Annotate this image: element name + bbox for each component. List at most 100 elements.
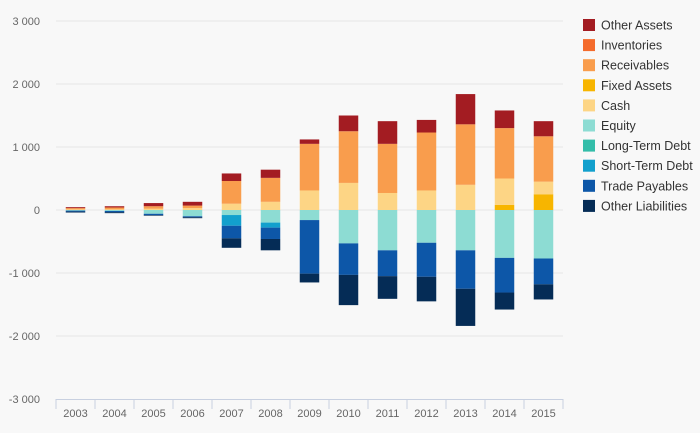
x-tick-label: 2011	[376, 408, 400, 420]
bar-other-assets	[455, 94, 476, 125]
bar-equity	[533, 210, 554, 259]
bar-equity	[65, 210, 86, 211]
bar-other-liabilities	[533, 284, 554, 300]
bar-receivables	[533, 136, 554, 182]
x-tick-label: 2005	[141, 408, 165, 420]
legend-swatch-cash	[583, 99, 595, 112]
x-tick-label: 2009	[297, 408, 321, 420]
legend-label-other-assets: Other Assets	[601, 19, 673, 33]
bar-equity	[338, 210, 359, 244]
bar-fixed-assets	[494, 204, 515, 210]
bar-cash	[104, 209, 125, 210]
y-tick-label: 1 000	[12, 142, 40, 154]
legend-label-cash: Cash	[601, 99, 630, 113]
legend-swatch-long-term-debt	[583, 139, 595, 152]
bar-other-assets	[221, 173, 242, 182]
bar-equity	[455, 210, 476, 251]
y-tick-label: 0	[34, 205, 40, 217]
bar-equity	[416, 210, 437, 243]
legend-label-equity: Equity	[601, 119, 636, 133]
legend-swatch-other-liabilities	[583, 199, 595, 212]
bar-trade-payables	[143, 213, 164, 216]
bar-cash	[416, 190, 437, 210]
bar-other-assets	[182, 201, 203, 206]
x-tick-label: 2004	[102, 408, 126, 420]
bar-receivables	[416, 132, 437, 191]
x-axis: 2003 2004 2005 2006 2007 2008 2009 2010 2011 2012…	[55, 399, 564, 420]
bar-cash	[377, 192, 398, 210]
bar-other-assets	[416, 119, 437, 133]
y-tick-label: -1 000	[9, 268, 40, 280]
bar-cash	[65, 209, 86, 210]
legend-swatch-short-term-debt	[583, 159, 595, 172]
bar-other-liabilities	[65, 211, 86, 213]
bar-other-liabilities	[377, 276, 398, 299]
legend-swatch-equity	[583, 119, 595, 132]
y-axis: 3 000 2 000 1 000 0 -1 000 -2 000 -3 000	[9, 16, 40, 406]
bar-equity	[494, 210, 515, 258]
y-tick-label: 3 000	[12, 16, 40, 28]
bar-equity	[260, 210, 281, 223]
bar-receivables	[377, 143, 398, 193]
bar-receivables	[143, 206, 164, 209]
legend-swatch-fixed-assets	[583, 79, 595, 92]
bar-cash	[143, 208, 164, 210]
bar-cash	[221, 203, 242, 210]
bar-cash	[494, 178, 515, 205]
bar-receivables	[104, 207, 125, 210]
legend: Other Assets Inventories Receivables Fixed …	[583, 19, 693, 213]
bar-cash	[299, 190, 320, 210]
legend-label-fixed-assets: Fixed Assets	[601, 79, 672, 93]
bar-other-liabilities	[182, 217, 203, 219]
x-tick-label: 2008	[258, 408, 282, 420]
bar-other-liabilities	[299, 273, 320, 283]
bar-trade-payables	[260, 227, 281, 239]
legend-label-trade-payables: Trade Payables	[601, 179, 688, 193]
bar-equity	[143, 210, 164, 214]
bar-trade-payables	[455, 250, 476, 289]
y-tick-label: 2 000	[12, 79, 40, 91]
legend-swatch-other-assets	[583, 19, 595, 31]
bar-equity	[182, 210, 203, 217]
bar-equity	[377, 210, 398, 251]
bar-trade-payables	[65, 210, 86, 212]
bar-other-liabilities	[260, 238, 281, 251]
bar-trade-payables	[416, 242, 437, 277]
bar-equity	[299, 210, 320, 221]
x-tick-label: 2013	[453, 408, 477, 420]
y-tick-label: -3 000	[9, 394, 40, 406]
bar-other-liabilities	[143, 215, 164, 216]
x-tick-label: 2014	[492, 408, 516, 420]
bar-trade-payables	[182, 216, 203, 218]
bar-other-assets	[65, 207, 86, 209]
bar-other-liabilities	[455, 288, 476, 326]
bar-trade-payables	[299, 220, 320, 274]
bar-other-assets	[338, 115, 359, 132]
bar-other-assets	[533, 121, 554, 137]
bar-receivables	[455, 124, 476, 185]
legend-label-long-term-debt: Long-Term Debt	[601, 139, 691, 153]
bar-receivables	[65, 208, 86, 210]
bar-cash	[182, 208, 203, 210]
legend-label-inventories: Inventories	[601, 39, 662, 53]
bar-cash	[533, 181, 554, 195]
bar-receivables	[182, 205, 203, 209]
bar-cash	[455, 184, 476, 210]
bar-other-assets	[260, 169, 281, 178]
x-tick-label: 2003	[63, 408, 87, 420]
bar-trade-payables	[494, 257, 515, 293]
bar-other-assets	[377, 121, 398, 144]
bar-trade-payables	[104, 210, 125, 213]
x-tick-label: 2015	[531, 408, 555, 420]
bar-equity	[221, 210, 242, 216]
bar-receivables	[299, 143, 320, 191]
bar-other-assets	[299, 139, 320, 144]
bar-trade-payables	[338, 243, 359, 275]
y-tick-label: -2 000	[9, 331, 40, 343]
bar-other-liabilities	[104, 212, 125, 214]
bar-other-liabilities	[338, 274, 359, 306]
bar-trade-payables	[221, 225, 242, 239]
legend-label-receivables: Receivables	[601, 59, 669, 73]
legend-label-short-term-debt: Short-Term Debt	[601, 159, 693, 173]
